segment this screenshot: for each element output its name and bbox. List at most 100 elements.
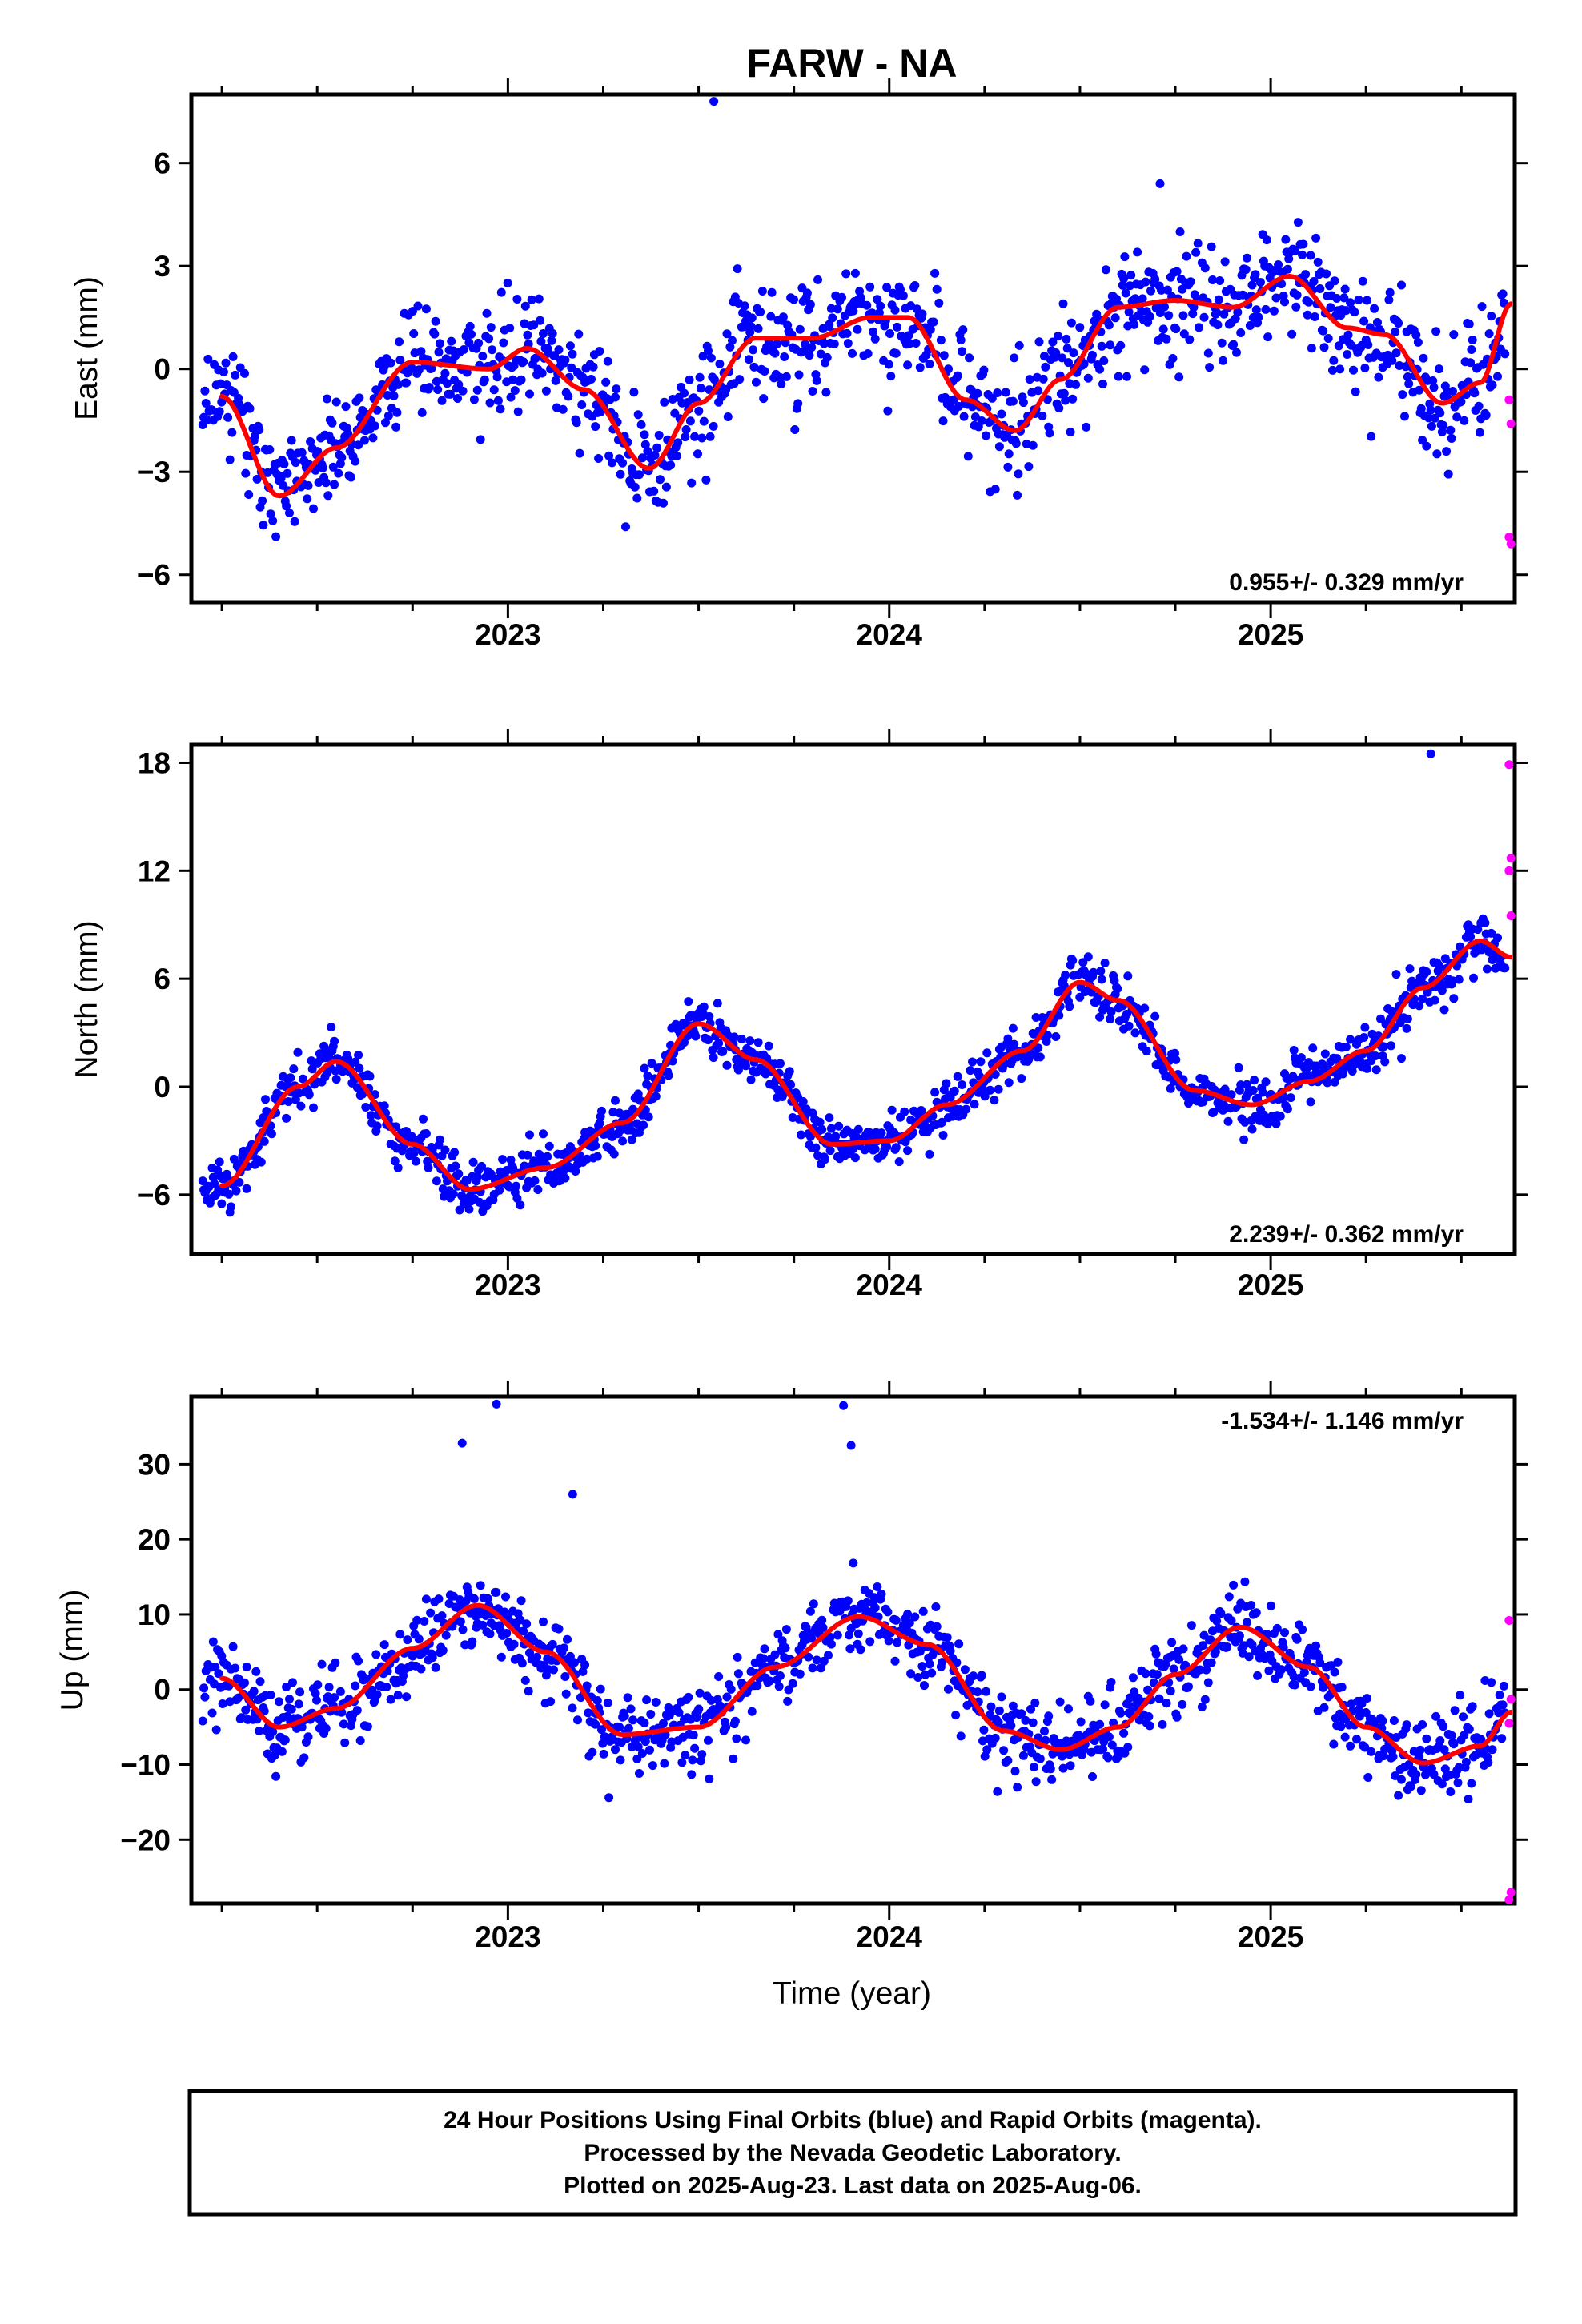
up-final-orbit-point [240,1678,249,1687]
north-final-orbit-point [229,1154,239,1164]
up-final-orbit-point [420,1617,429,1626]
east-final-orbit-point [241,468,251,478]
caption-line-1: 24 Hour Positions Using Final Orbits (bl… [444,2107,1262,2133]
east-final-orbit-point [225,455,235,464]
up-final-orbit-point [870,1603,880,1613]
north-final-orbit-point [1261,1077,1271,1087]
east-final-orbit-point [848,348,857,358]
up-final-orbit-point [1212,1616,1222,1626]
up-final-orbit-point [355,1736,365,1745]
east-final-orbit-point [1447,434,1456,443]
east-final-orbit-point [223,412,233,422]
up-final-orbit-point [214,1669,223,1679]
east-final-orbit-point [795,324,805,334]
up-rate-label: -1.534+/- 1.146 mm/yr [1221,1408,1464,1434]
up-final-orbit-point [732,1734,741,1743]
east-final-orbit-point [427,364,436,373]
east-final-orbit-point [1045,428,1054,438]
north-final-orbit-point [938,1117,947,1127]
east-final-orbit-point [767,287,777,297]
north-final-orbit-point [1100,959,1110,967]
up-final-orbit-point [1184,1682,1193,1691]
north-plot-frame [189,742,1517,1256]
up-final-orbit-point [1030,1698,1040,1707]
east-final-orbit-point [1193,239,1203,248]
east-final-orbit-point [215,407,224,416]
up-final-orbit-point [492,1587,501,1597]
up-final-orbit-point [747,1707,757,1716]
east-final-orbit-point [829,339,839,348]
up-final-orbit-point [591,1719,600,1729]
east-final-orbit-point [1293,218,1303,227]
east-final-orbit-point [1195,323,1203,332]
up-final-orbit-point [849,1558,858,1568]
east-final-orbit-point [499,338,508,348]
east-final-orbit-point [1146,286,1155,296]
east-x-tick-label: 2025 [1238,618,1303,651]
north-final-orbit-point [267,1129,276,1139]
east-final-orbit-point [1271,293,1281,303]
east-final-orbit-point [1432,449,1442,459]
east-final-orbit-point [1422,441,1431,451]
up-final-orbit-point [1415,1752,1424,1762]
east-final-orbit-point [1106,340,1115,350]
up-final-orbit-point [1459,1712,1468,1722]
up-final-orbit-point [783,1696,793,1706]
north-final-orbit-point [1360,1023,1370,1032]
east-final-orbit-point [519,357,528,367]
north-final-orbit-point [1437,986,1447,995]
up-final-orbit-point [1046,1764,1055,1774]
east-final-orbit-point [516,375,526,384]
up-final-orbit-point [1346,1741,1355,1751]
up-final-orbit-point [1411,1770,1421,1779]
east-final-orbit-point [1334,341,1343,351]
north-final-orbit-point [450,1148,460,1157]
north-final-orbit-point [978,1084,987,1094]
east-final-orbit-point [1233,308,1243,317]
north-final-orbit-point [917,1106,926,1115]
caption-box: 24 Hour Positions Using Final Orbits (bl… [187,2089,1518,2217]
up-final-orbit-point [1363,1773,1373,1782]
north-final-orbit-point [1124,1021,1134,1031]
east-final-orbit-point [245,404,255,413]
east-final-orbit-point [331,397,341,407]
east-final-orbit-point [265,445,275,454]
east-final-orbit-point [1299,239,1308,249]
east-final-orbit-point [1439,420,1448,430]
east-final-orbit-point [780,352,789,361]
east-final-orbit-point [1150,275,1160,284]
east-final-orbit-point [1400,412,1409,421]
east-final-orbit-point [482,308,492,318]
north-rapid-orbit-point [1504,866,1514,875]
up-final-orbit-point [303,1732,313,1742]
up-final-orbit-point [845,1644,855,1654]
up-final-orbit-point [242,1663,251,1671]
north-final-orbit-point [592,1152,602,1161]
east-final-orbit-point [917,309,927,319]
east-final-orbit-point [690,432,700,441]
east-final-orbit-point [1101,265,1110,275]
east-final-orbit-point [276,473,286,483]
up-final-orbit-point [942,1633,952,1642]
east-final-orbit-point [1126,271,1136,280]
east-final-orbit-point [1307,344,1316,353]
north-final-orbit-point [976,1057,986,1067]
up-final-orbit-point [1464,1724,1474,1734]
up-final-orbit-point [873,1582,882,1591]
north-final-orbit-point [853,1124,863,1134]
east-final-orbit-point [778,312,788,322]
up-rapid-orbit-point [1506,1888,1516,1897]
east-final-orbit-point [807,343,817,352]
north-final-orbit-point [1236,1080,1246,1090]
east-final-orbit-point [959,412,969,421]
up-final-orbit-point [817,1615,827,1625]
up-final-orbit-point [990,1733,1000,1743]
north-final-orbit-point [365,1072,375,1081]
east-final-orbit-point [1083,373,1093,383]
up-final-orbit-point [492,1399,501,1409]
east-final-orbit-point [537,368,547,378]
north-final-orbit-point [609,1149,619,1159]
east-final-orbit-point [282,501,291,511]
up-y-tick-label: −10 [120,1749,171,1782]
up-final-orbit-point [1186,1621,1196,1630]
